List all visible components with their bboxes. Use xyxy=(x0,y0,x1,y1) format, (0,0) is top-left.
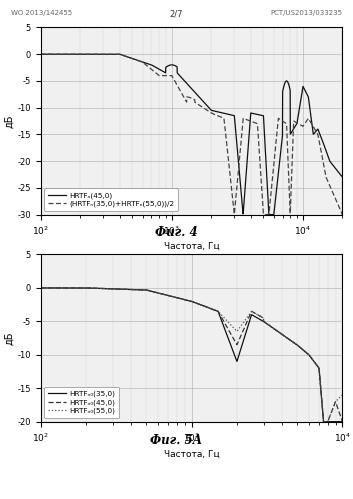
HRTFₙ(45,0) xyxy=(332,163,336,169)
X-axis label: Частота, Гц: Частота, Гц xyxy=(164,449,219,459)
HRTFₙ₀(55,0) xyxy=(185,297,190,303)
Y-axis label: дБ: дБ xyxy=(5,114,14,128)
(HRTFₙ(35,0)+HRTFₙ(55,0))/2 xyxy=(276,115,281,121)
HRTFₙ₀(55,0) xyxy=(177,295,181,301)
Line: HRTFₙ₀(35,0): HRTFₙ₀(35,0) xyxy=(41,288,342,422)
HRTFₙ₀(55,0) xyxy=(38,285,43,291)
(HRTFₙ(35,0)+HRTFₙ(55,0))/2 xyxy=(38,51,43,57)
HRTFₙ₀(45,0) xyxy=(332,403,336,409)
HRTFₙ(45,0) xyxy=(177,72,181,78)
(HRTFₙ(35,0)+HRTFₙ(55,0))/2 xyxy=(332,192,336,198)
HRTFₙ(45,0) xyxy=(276,170,281,176)
HRTFₙ₀(35,0) xyxy=(322,419,326,425)
X-axis label: Частота, Гц: Частота, Гц xyxy=(164,242,219,251)
HRTFₙ₀(45,0) xyxy=(322,419,326,425)
Text: 2/7: 2/7 xyxy=(170,10,183,19)
HRTFₙ₀(45,0) xyxy=(177,295,181,301)
HRTFₙ₀(35,0) xyxy=(331,419,336,425)
HRTFₙ₀(45,0) xyxy=(276,329,280,335)
Line: HRTFₙ₀(45,0): HRTFₙ₀(45,0) xyxy=(41,288,342,422)
HRTFₙ(45,0) xyxy=(331,163,336,169)
HRTFₙ₀(55,0) xyxy=(322,419,326,425)
Legend: HRTFₙ(45,0), (HRTFₙ(35,0)+HRTFₙ(55,0))/2: HRTFₙ(45,0), (HRTFₙ(35,0)+HRTFₙ(55,0))/2 xyxy=(44,189,178,211)
(HRTFₙ(35,0)+HRTFₙ(55,0))/2 xyxy=(261,212,265,218)
HRTFₙ₀(55,0) xyxy=(276,329,280,335)
HRTFₙ₀(45,0) xyxy=(38,285,43,291)
HRTFₙ₀(55,0) xyxy=(331,403,336,409)
Text: PCT/US2013/033235: PCT/US2013/033235 xyxy=(270,10,342,16)
HRTFₙ₀(35,0) xyxy=(177,295,181,301)
Text: WO 2013/142455: WO 2013/142455 xyxy=(11,10,72,16)
HRTFₙ₀(35,0) xyxy=(54,285,58,291)
HRTFₙ₀(45,0) xyxy=(185,297,190,303)
HRTFₙ(45,0) xyxy=(340,174,345,180)
HRTFₙ₀(35,0) xyxy=(332,419,336,425)
(HRTFₙ(35,0)+HRTFₙ(55,0))/2 xyxy=(177,86,181,92)
HRTFₙ₀(55,0) xyxy=(340,392,345,398)
HRTFₙ(45,0) xyxy=(38,51,43,57)
Line: (HRTFₙ(35,0)+HRTFₙ(55,0))/2: (HRTFₙ(35,0)+HRTFₙ(55,0))/2 xyxy=(41,54,342,215)
Text: Фиг. 5А: Фиг. 5А xyxy=(150,434,203,447)
HRTFₙ₀(55,0) xyxy=(332,403,336,409)
HRTFₙ₀(35,0) xyxy=(340,419,345,425)
(HRTFₙ(35,0)+HRTFₙ(55,0))/2 xyxy=(340,212,345,218)
HRTFₙ₀(55,0) xyxy=(54,285,58,291)
HRTFₙ(45,0) xyxy=(267,212,271,218)
HRTFₙ(45,0) xyxy=(54,51,58,57)
(HRTFₙ(35,0)+HRTFₙ(55,0))/2 xyxy=(185,94,190,100)
Text: Фиг. 4: Фиг. 4 xyxy=(155,226,198,239)
HRTFₙ₀(45,0) xyxy=(340,419,345,425)
HRTFₙ₀(35,0) xyxy=(276,329,280,335)
HRTFₙ₀(35,0) xyxy=(38,285,43,291)
HRTFₙ(45,0) xyxy=(185,81,190,87)
HRTFₙ₀(45,0) xyxy=(54,285,58,291)
(HRTFₙ(35,0)+HRTFₙ(55,0))/2 xyxy=(331,192,336,198)
HRTFₙ₀(35,0) xyxy=(185,297,190,303)
Line: HRTFₙ(45,0): HRTFₙ(45,0) xyxy=(41,54,342,215)
(HRTFₙ(35,0)+HRTFₙ(55,0))/2 xyxy=(54,51,58,57)
Line: HRTFₙ₀(55,0): HRTFₙ₀(55,0) xyxy=(41,288,342,422)
HRTFₙ₀(45,0) xyxy=(331,403,336,409)
Legend: HRTFₙ₀(35,0), HRTFₙ₀(45,0), HRTFₙ₀(55,0): HRTFₙ₀(35,0), HRTFₙ₀(45,0), HRTFₙ₀(55,0) xyxy=(44,387,119,418)
Y-axis label: дБ: дБ xyxy=(5,331,14,345)
